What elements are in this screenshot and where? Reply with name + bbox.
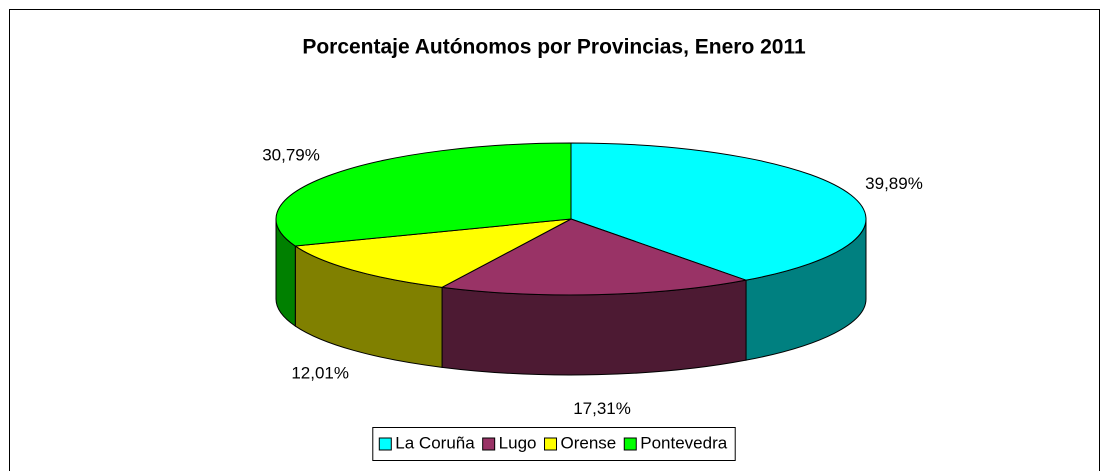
legend-swatch (623, 437, 637, 451)
legend-label: Lugo (499, 433, 537, 452)
legend-swatch (544, 437, 558, 451)
chart-title: Porcentaje Autónomos por Provincias, Ene… (302, 36, 806, 59)
data-label: 39,89% (865, 174, 923, 193)
pie-slice (440, 218, 748, 296)
legend-swatch (378, 437, 392, 451)
data-label: 12,01% (291, 363, 349, 382)
data-label: 17,31% (573, 399, 631, 418)
data-label: 30,79% (262, 145, 320, 164)
legend-swatch (482, 437, 496, 451)
pie-slice (275, 142, 572, 247)
pie-slice (570, 142, 867, 281)
legend-label: Pontevedra (640, 433, 727, 452)
pie-slice (293, 218, 572, 288)
legend-label: La Coruña (395, 433, 475, 452)
legend-label: Orense (561, 433, 617, 452)
